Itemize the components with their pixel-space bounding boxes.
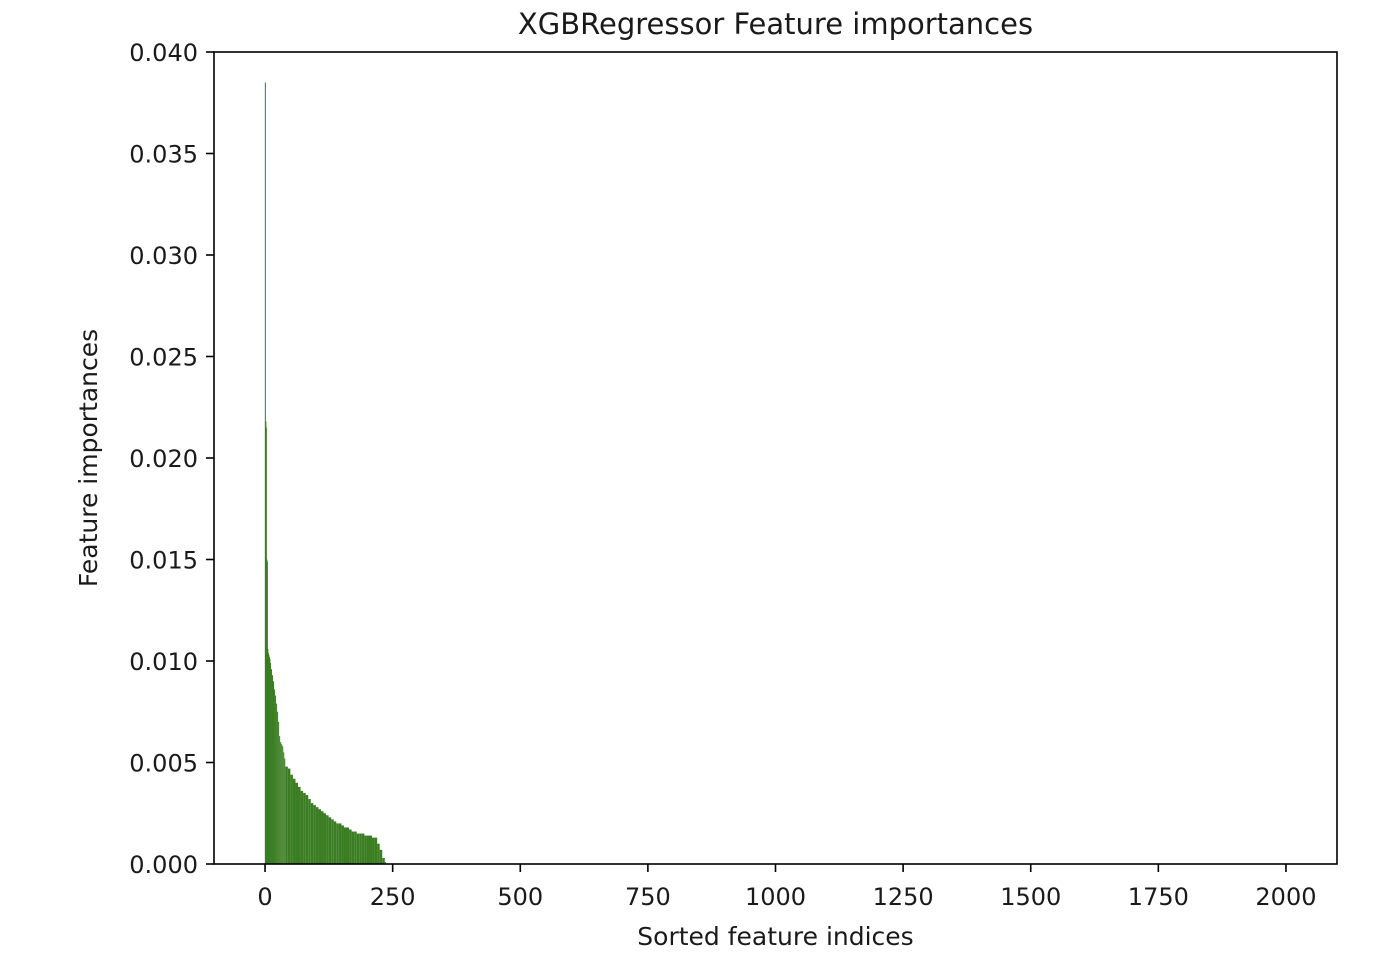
importance-bar	[278, 721, 280, 864]
chart-title: XGBRegressor Feature importances	[518, 7, 1033, 41]
importance-bar	[313, 805, 316, 864]
x-tick-label: 2000	[1255, 883, 1316, 911]
importance-bar	[328, 817, 332, 864]
importance-bar	[349, 829, 352, 864]
importance-bar	[274, 689, 276, 864]
importance-bar	[280, 742, 282, 864]
importance-bar	[269, 663, 271, 864]
importance-bar	[366, 835, 370, 864]
x-axis: 0 250 500 750 1000 1250 1500 1750 2000	[257, 864, 1316, 911]
y-tick-label: 0.030	[129, 242, 198, 270]
x-tick-label: 1500	[1000, 883, 1061, 911]
importance-bar	[276, 703, 278, 864]
importance-bar	[372, 837, 375, 864]
importance-bar	[271, 675, 274, 864]
importance-bar	[333, 821, 337, 864]
x-tick-label: 1250	[873, 883, 934, 911]
importance-bar	[270, 669, 272, 864]
importance-bar	[264, 82, 266, 864]
importance-bar	[268, 656, 270, 864]
importance-bar	[266, 559, 268, 864]
x-tick-label: 1750	[1128, 883, 1189, 911]
importance-bar	[279, 736, 281, 864]
importance-bar	[303, 792, 306, 864]
plot-background	[214, 52, 1337, 864]
y-tick-label: 0.010	[129, 648, 198, 676]
importance-bar	[323, 813, 327, 864]
importance-bar	[354, 831, 357, 864]
importance-bar	[374, 837, 378, 864]
importance-bar	[351, 831, 355, 864]
importance-bar	[315, 807, 319, 864]
importance-bar	[305, 794, 309, 864]
importance-bar	[269, 658, 271, 864]
importance-bar	[377, 843, 380, 864]
importance-bar	[290, 774, 293, 864]
importance-bar	[295, 782, 299, 864]
importance-bar	[287, 768, 291, 864]
importance-bar	[285, 766, 288, 864]
bars-layer	[264, 82, 386, 864]
y-tick-label: 0.000	[129, 851, 198, 879]
importance-bar	[361, 833, 365, 864]
x-tick-label: 500	[497, 883, 543, 911]
x-tick-label: 0	[257, 883, 272, 911]
x-tick-label: 1000	[745, 883, 806, 911]
importance-bar	[384, 861, 386, 864]
importance-bar	[382, 857, 385, 864]
importance-bar	[300, 790, 304, 864]
y-tick-label: 0.035	[129, 141, 198, 169]
importance-bar	[283, 752, 285, 864]
x-tick-label: 250	[370, 883, 416, 911]
importance-bar	[341, 825, 344, 864]
importance-bar	[282, 746, 284, 864]
importance-bar	[267, 652, 269, 864]
importance-bar	[338, 823, 342, 864]
y-tick-label: 0.005	[129, 750, 198, 778]
x-tick-label: 750	[625, 883, 671, 911]
importance-bar	[273, 681, 275, 864]
importance-bar	[292, 778, 296, 864]
importance-bar	[265, 421, 267, 864]
importance-bar	[320, 811, 324, 864]
importance-bar	[310, 803, 314, 864]
importance-bar	[336, 823, 339, 864]
y-tick-label: 0.025	[129, 344, 198, 372]
y-tick-label: 0.040	[129, 39, 198, 67]
importance-bar	[318, 809, 321, 864]
importance-bar	[326, 815, 329, 864]
y-tick-label: 0.015	[129, 547, 198, 575]
importance-bar	[277, 711, 279, 864]
importance-bar	[275, 695, 277, 864]
importance-bar	[298, 786, 301, 864]
importance-bar	[284, 758, 286, 864]
importance-bar	[369, 835, 373, 864]
y-axis-label: Feature importances	[74, 329, 103, 587]
importance-bar	[265, 427, 267, 864]
importance-bar	[356, 833, 360, 864]
importance-bar	[346, 827, 350, 864]
y-tick-label: 0.020	[129, 445, 198, 473]
importance-bar	[379, 849, 383, 864]
x-axis-label: Sorted feature indices	[637, 922, 913, 951]
importance-bar	[331, 819, 334, 864]
importance-bar	[364, 835, 367, 864]
y-axis: 0.000 0.005 0.010 0.015 0.020 0.025 0.030 0.035…	[129, 39, 214, 879]
importance-bar	[268, 654, 270, 864]
importance-bar	[308, 799, 311, 864]
importance-bar	[267, 648, 269, 864]
importance-bar	[281, 744, 283, 864]
importance-bar	[266, 561, 268, 864]
importance-bar	[359, 833, 362, 864]
importance-bar	[343, 827, 347, 864]
